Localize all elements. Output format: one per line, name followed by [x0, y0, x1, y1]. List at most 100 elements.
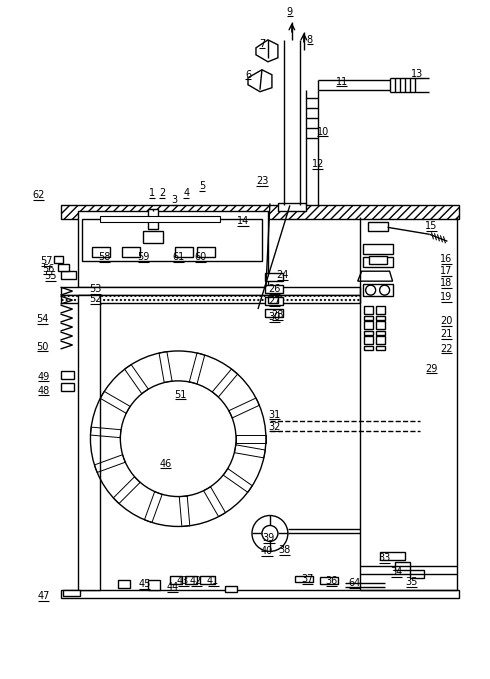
Text: 51: 51 — [174, 390, 186, 400]
Text: 64: 64 — [348, 579, 361, 588]
Bar — [143, 232, 163, 243]
Text: 58: 58 — [98, 252, 111, 262]
Text: 31: 31 — [269, 410, 281, 420]
Text: 39: 39 — [263, 534, 275, 543]
Bar — [122, 247, 140, 257]
Bar — [265, 309, 283, 317]
Polygon shape — [358, 271, 392, 281]
Bar — [61, 287, 360, 295]
Text: 45: 45 — [138, 579, 150, 589]
Bar — [53, 256, 63, 263]
Polygon shape — [248, 70, 272, 92]
Bar — [148, 209, 158, 230]
Bar — [185, 576, 197, 585]
Text: 36: 36 — [326, 576, 338, 586]
Bar — [320, 577, 338, 585]
Text: 9: 9 — [287, 7, 293, 17]
Bar — [364, 336, 372, 344]
Text: 15: 15 — [425, 221, 438, 232]
Text: 8: 8 — [307, 35, 313, 45]
Bar — [170, 576, 182, 585]
Text: 24: 24 — [277, 270, 289, 280]
Bar — [364, 346, 372, 350]
Bar — [148, 581, 160, 590]
Bar — [78, 295, 100, 590]
Text: 60: 60 — [194, 252, 206, 262]
Bar — [410, 570, 424, 579]
Bar — [368, 222, 388, 232]
Bar — [225, 586, 237, 592]
Text: 42: 42 — [190, 576, 202, 586]
Text: 47: 47 — [37, 591, 50, 602]
Text: 43: 43 — [177, 576, 189, 586]
Bar — [364, 321, 372, 329]
Bar — [57, 264, 70, 271]
Text: 46: 46 — [159, 458, 171, 469]
Text: 50: 50 — [36, 342, 49, 352]
Text: 5: 5 — [199, 181, 205, 191]
Text: 26: 26 — [269, 284, 281, 294]
Text: 41: 41 — [207, 576, 219, 586]
Text: 12: 12 — [312, 160, 324, 170]
Text: 48: 48 — [37, 386, 49, 396]
Text: 6: 6 — [245, 70, 251, 79]
Text: 37: 37 — [302, 574, 314, 585]
Text: 53: 53 — [89, 284, 101, 294]
Text: 28: 28 — [272, 310, 284, 320]
Text: 49: 49 — [37, 372, 49, 382]
Text: 7: 7 — [259, 39, 265, 49]
Text: 16: 16 — [441, 254, 453, 264]
Text: 54: 54 — [36, 314, 49, 324]
Text: 27: 27 — [269, 296, 281, 306]
Text: 19: 19 — [441, 292, 453, 302]
Text: 11: 11 — [336, 77, 348, 87]
Bar — [200, 576, 215, 585]
Bar — [380, 553, 405, 560]
Bar — [363, 257, 392, 268]
Text: 62: 62 — [32, 190, 45, 200]
Bar — [268, 297, 278, 303]
Text: 61: 61 — [172, 252, 184, 262]
Bar — [119, 581, 130, 588]
Text: 2: 2 — [159, 188, 165, 198]
Text: 29: 29 — [425, 364, 438, 374]
Text: 3: 3 — [171, 196, 177, 205]
Bar — [61, 271, 76, 279]
Bar — [278, 204, 306, 211]
Bar — [363, 284, 392, 296]
Bar — [78, 211, 268, 287]
Bar — [265, 273, 283, 281]
Bar — [364, 316, 372, 320]
Text: 30: 30 — [269, 312, 281, 322]
Bar — [376, 331, 385, 335]
Bar — [376, 316, 385, 320]
Text: 40: 40 — [261, 547, 273, 556]
Polygon shape — [256, 40, 278, 62]
Bar — [61, 371, 74, 379]
Text: 10: 10 — [317, 126, 329, 136]
Text: 38: 38 — [279, 545, 291, 555]
Text: 56: 56 — [42, 264, 55, 274]
Text: 13: 13 — [412, 69, 424, 79]
Bar — [394, 562, 410, 570]
Text: 57: 57 — [40, 256, 53, 266]
Bar — [295, 576, 313, 583]
Bar — [61, 383, 74, 391]
Bar — [376, 321, 385, 329]
Text: 21: 21 — [440, 329, 453, 339]
Text: 59: 59 — [137, 252, 149, 262]
Bar — [376, 336, 385, 344]
Text: 14: 14 — [237, 217, 249, 226]
Bar — [364, 306, 372, 314]
Bar — [363, 244, 392, 254]
Text: 35: 35 — [405, 577, 417, 587]
Bar — [82, 219, 262, 261]
Text: 17: 17 — [440, 266, 453, 276]
Text: 20: 20 — [440, 316, 453, 326]
Bar — [368, 256, 387, 264]
Text: 55: 55 — [44, 271, 57, 281]
Bar — [93, 247, 110, 257]
Text: 18: 18 — [441, 278, 453, 288]
Text: 22: 22 — [440, 344, 453, 354]
Text: 44: 44 — [166, 583, 178, 592]
